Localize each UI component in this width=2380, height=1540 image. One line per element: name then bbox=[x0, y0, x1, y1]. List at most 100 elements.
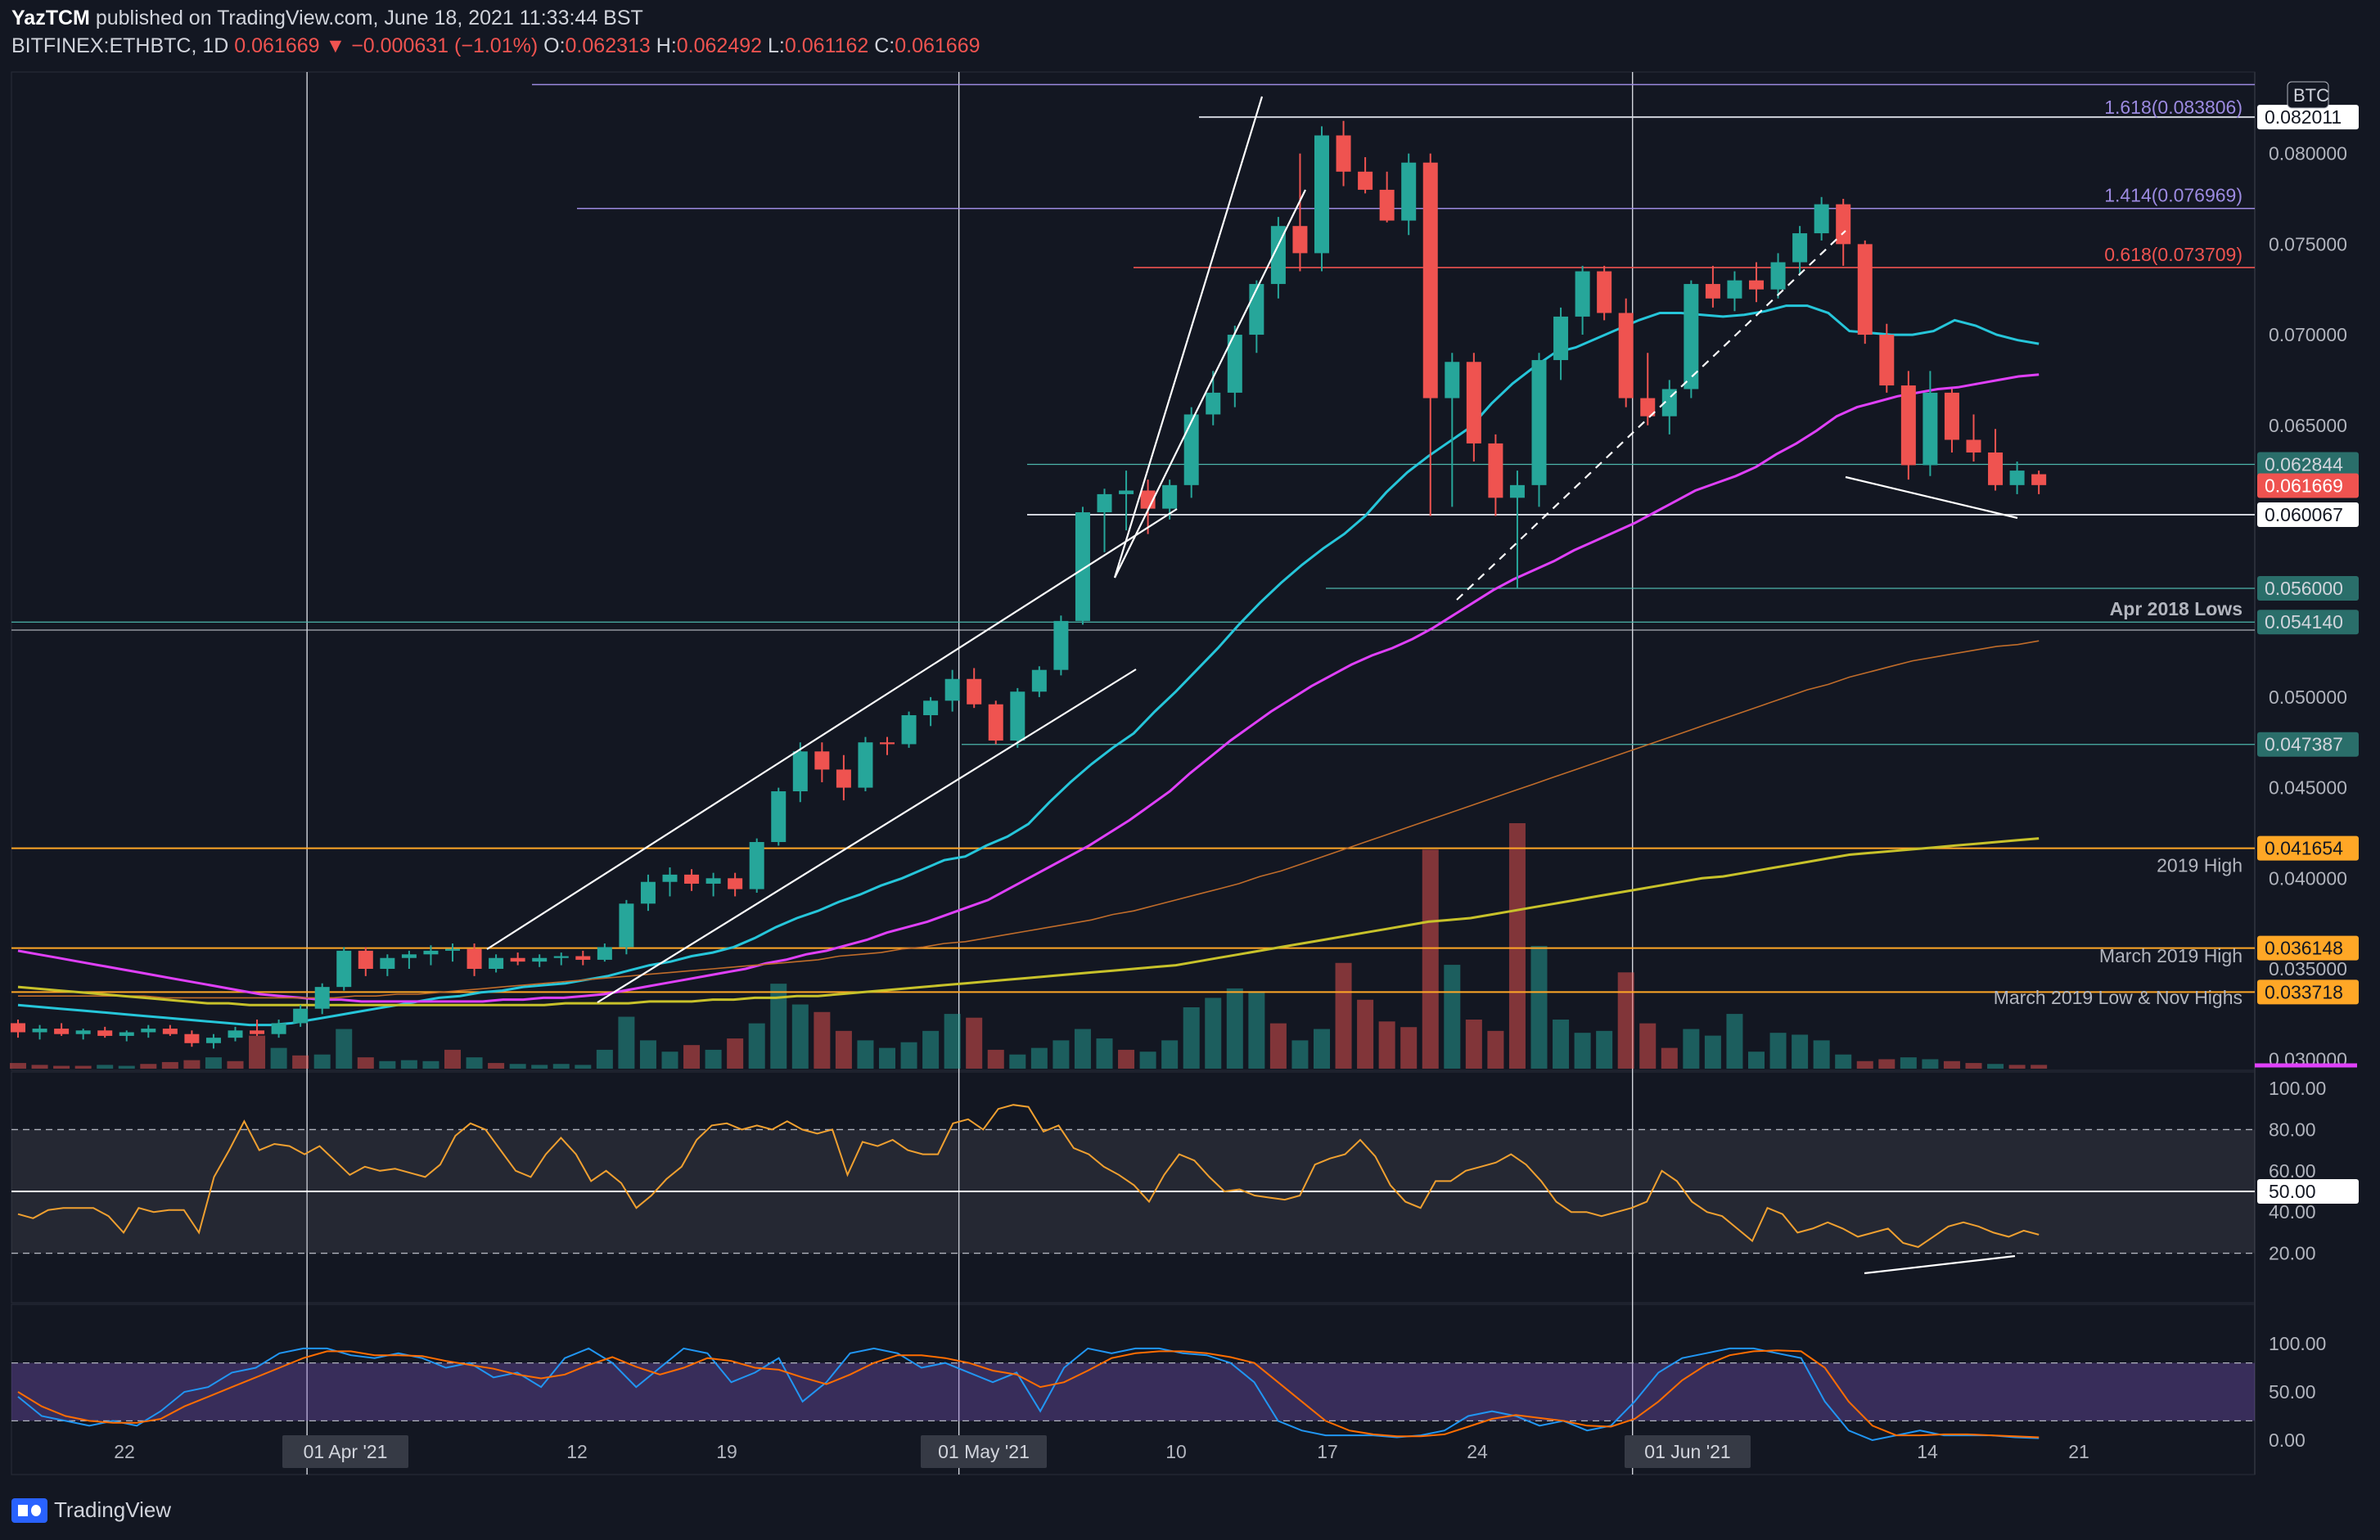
rsi-divergence-line bbox=[1864, 1254, 2016, 1275]
volume-bar bbox=[966, 1017, 983, 1069]
date-tick-label: 22 bbox=[114, 1441, 135, 1462]
candle-body bbox=[1401, 162, 1417, 221]
candle-body bbox=[1770, 262, 1786, 290]
chart-header: YazTCM published on TradingView.com, Jun… bbox=[0, 0, 2380, 72]
candle bbox=[858, 736, 873, 792]
rsi-tick-label: 20.00 bbox=[2269, 1243, 2316, 1264]
candle bbox=[1445, 353, 1460, 507]
price-label-box bbox=[2257, 935, 2359, 961]
candle-body bbox=[314, 987, 330, 1009]
volume-bar bbox=[1987, 1064, 2004, 1069]
volume-bar bbox=[183, 1060, 201, 1069]
publish-info: YazTCM published on TradingView.com, Jun… bbox=[11, 7, 643, 30]
price-label: 0.036148 bbox=[2257, 935, 2359, 961]
candle-body bbox=[662, 874, 678, 882]
main-pane bbox=[11, 71, 2256, 1071]
candle-body bbox=[597, 947, 612, 960]
candle-body bbox=[1661, 389, 1677, 417]
candle-body bbox=[228, 1030, 243, 1038]
candle-body bbox=[1597, 271, 1612, 313]
candle-body bbox=[97, 1030, 113, 1036]
candle-body bbox=[1575, 271, 1590, 317]
candle bbox=[271, 1020, 286, 1038]
candle-body bbox=[1900, 385, 1916, 466]
candle bbox=[1379, 171, 1395, 223]
volume-bar bbox=[1530, 946, 1548, 1069]
candle-body bbox=[988, 704, 1003, 741]
candle-body bbox=[1944, 392, 1959, 440]
volume-bar bbox=[1748, 1051, 1765, 1069]
candle bbox=[1879, 323, 1895, 393]
price-label-box bbox=[2257, 105, 2359, 130]
date-tick-label: 21 bbox=[2068, 1441, 2089, 1462]
candle bbox=[184, 1030, 200, 1047]
volume-bar bbox=[618, 1016, 635, 1069]
candle bbox=[250, 1020, 265, 1036]
price-label: 0.060067 bbox=[2257, 502, 2359, 527]
candle-body bbox=[1988, 452, 2004, 485]
volume-bar bbox=[770, 984, 787, 1069]
candle-body bbox=[1879, 335, 1895, 386]
volume-bar bbox=[1161, 1040, 1179, 1069]
volume-bar bbox=[1769, 1033, 1787, 1069]
volume-bar bbox=[1096, 1038, 1113, 1069]
candle bbox=[1509, 471, 1525, 589]
volume-bar bbox=[1291, 1040, 1309, 1069]
candle bbox=[988, 700, 1003, 745]
author-name[interactable]: YazTCM bbox=[11, 7, 90, 29]
candle-body bbox=[640, 881, 656, 904]
candle bbox=[967, 668, 982, 709]
candle bbox=[1053, 615, 1069, 676]
candle bbox=[1857, 240, 1873, 344]
stoch-tick-label: 100.00 bbox=[2269, 1333, 2326, 1354]
candle-body bbox=[380, 957, 395, 970]
candle bbox=[1684, 280, 1699, 399]
price-label-text: 0.062844 bbox=[2265, 453, 2343, 475]
volume-bar bbox=[249, 1035, 266, 1069]
symbol-label[interactable]: BITFINEX:ETHBTC, 1D bbox=[11, 34, 229, 57]
volume-bar bbox=[74, 1065, 92, 1069]
candle bbox=[119, 1030, 134, 1042]
last-price: 0.061669 bbox=[234, 34, 320, 57]
price-label-text: 0.047387 bbox=[2265, 734, 2343, 755]
price-label: 0.056000 bbox=[2257, 576, 2359, 601]
candle bbox=[1488, 434, 1503, 516]
volume-bar bbox=[1053, 1040, 1070, 1069]
price-label: 0.061669 bbox=[2257, 473, 2359, 498]
candle bbox=[901, 711, 917, 748]
date-label: 01 Apr '21 bbox=[304, 1441, 388, 1462]
volume-bar bbox=[1617, 972, 1634, 1069]
price-label-box bbox=[2257, 732, 2359, 757]
volume-bar bbox=[1248, 991, 1265, 1069]
close-label: C: bbox=[874, 34, 895, 57]
volume-bar bbox=[1487, 1030, 1504, 1069]
candle-body bbox=[1640, 398, 1656, 417]
candle bbox=[2009, 462, 2025, 494]
date-label-box bbox=[1625, 1435, 1751, 1468]
candle bbox=[1466, 353, 1481, 462]
down-arrow-icon: ▼ bbox=[325, 34, 346, 57]
annotation-text: Apr 2018 Lows bbox=[2110, 598, 2243, 619]
volume-bar bbox=[1835, 1054, 1852, 1069]
candle bbox=[1988, 429, 2004, 491]
candle-body bbox=[1336, 135, 1351, 172]
volume-bar bbox=[575, 1065, 592, 1069]
rsi-tick-label: 80.00 bbox=[2269, 1119, 2316, 1140]
dashed-trend-line bbox=[1456, 230, 1846, 601]
price-label-box bbox=[2257, 452, 2359, 477]
candle bbox=[792, 742, 808, 803]
tradingview-logo[interactable]: TradingView bbox=[11, 1497, 171, 1523]
volume-bar bbox=[400, 1060, 417, 1069]
volume-bar bbox=[661, 1051, 678, 1069]
stoch-d-line bbox=[17, 1349, 2040, 1439]
volume-bar bbox=[466, 1057, 483, 1069]
candle-body bbox=[1097, 493, 1112, 513]
volume-bar bbox=[835, 1030, 852, 1069]
volume-bar bbox=[727, 1038, 744, 1069]
volume-bar bbox=[2031, 1065, 2048, 1069]
volume-bar bbox=[336, 1029, 353, 1069]
candle-body bbox=[836, 769, 851, 788]
volume-bar bbox=[1183, 1007, 1200, 1069]
volume-bar bbox=[444, 1049, 461, 1069]
